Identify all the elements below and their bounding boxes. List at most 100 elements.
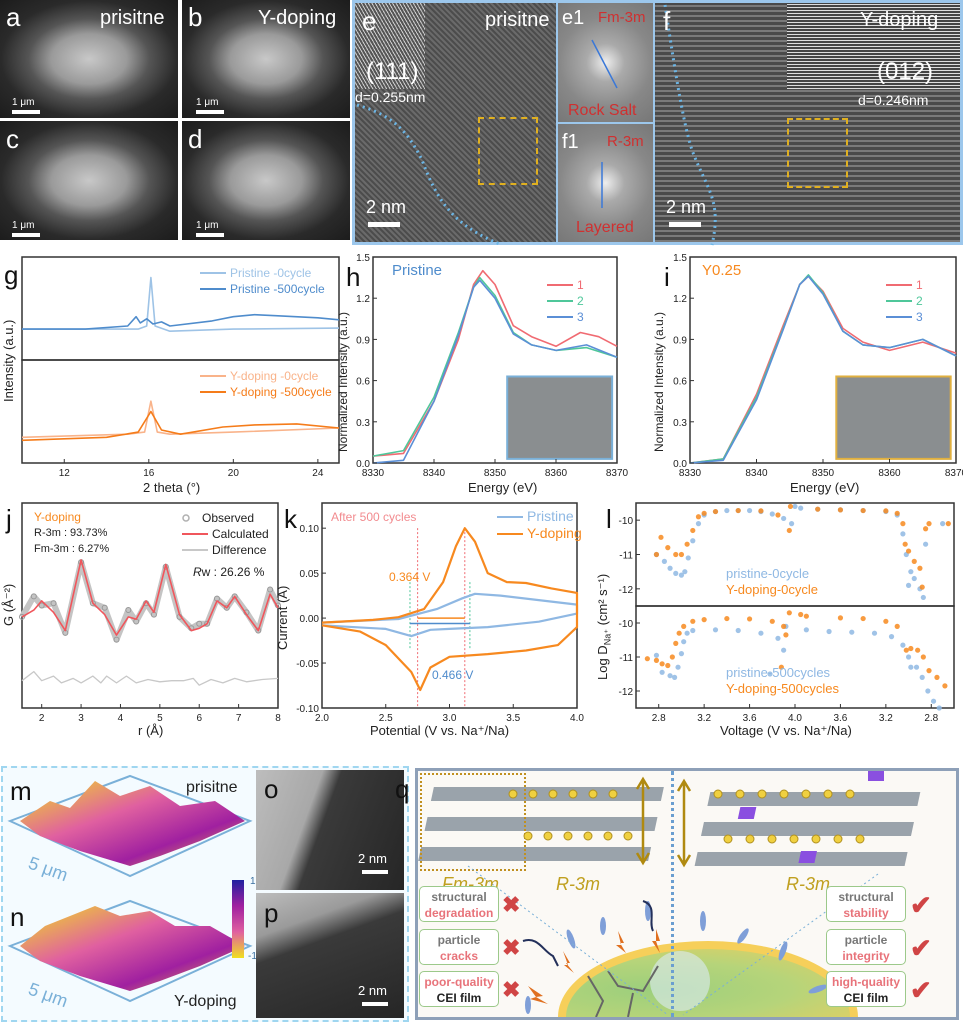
box-bottom: cracks (439, 949, 479, 963)
data-point (673, 640, 679, 646)
series-line (372, 279, 618, 464)
scale-bar (362, 870, 388, 874)
j-sample: Y-doping (34, 510, 81, 524)
dspacing-f: d=0.246nm (858, 92, 929, 108)
y-tick-label: 0.9 (673, 335, 687, 346)
afm-surfaces (7, 774, 253, 1003)
data-point (758, 508, 764, 514)
data-point (690, 527, 696, 534)
i-ylabel: Normalized Intensity (a.u.) (652, 311, 666, 452)
electrolyte-molecules (525, 901, 828, 1014)
data-point (690, 538, 696, 544)
x-tick-label: 2.8 (652, 713, 666, 724)
data-point (926, 521, 932, 527)
data-point (673, 551, 679, 558)
j-rw: Rw : 26.26 % (193, 566, 264, 578)
panel-label-f: f (663, 6, 671, 36)
box-top: particle (844, 933, 888, 947)
sem-image-b (182, 0, 350, 118)
fft-image-f1 (558, 124, 653, 242)
data-point (826, 628, 832, 635)
data-point (675, 664, 681, 670)
phase-f1: R-3m (607, 133, 644, 150)
data-point (913, 664, 920, 670)
scale-bar (196, 233, 224, 237)
data-point (701, 510, 707, 516)
y-tick-label: 1.2 (356, 294, 370, 305)
inset-image (835, 375, 952, 460)
cross-icon: ✖ (502, 935, 521, 960)
x-tick-label: 16 (143, 468, 155, 479)
data-point (653, 551, 660, 558)
data-point (644, 656, 650, 662)
observed-point (223, 604, 230, 611)
legend-label: 3 (577, 310, 584, 324)
x-tick-label: 2.5 (379, 713, 393, 724)
y-tick-label: 0.0 (356, 459, 370, 470)
chart-j: Observed Calculated Difference 2 3 4 5 6 7 8 (19, 502, 281, 724)
observed-point (101, 604, 108, 611)
data-point (746, 507, 753, 514)
fft-arrow-e1 (591, 39, 618, 89)
crack-lines (587, 965, 659, 1017)
data-point (767, 671, 773, 677)
label-f: Y-doping (860, 9, 939, 31)
y-tick-label: -0.05 (296, 659, 319, 670)
check-icon: ✔ (910, 890, 932, 920)
panel-label-k: k (284, 504, 297, 534)
y-tick-label: 0.6 (673, 377, 687, 388)
legend-label: 2 (577, 294, 584, 308)
data-point (860, 615, 866, 622)
y-tick-label: -11 (619, 551, 633, 562)
scale-bar (12, 110, 40, 114)
observed-point (19, 613, 25, 620)
scale-bar (196, 110, 224, 114)
phase-r3m-left: R-3m (556, 874, 600, 894)
observed-point (196, 620, 203, 627)
data-point (815, 506, 821, 512)
zoom-line-left (467, 865, 669, 1016)
legend-label: Difference (212, 543, 267, 557)
q-decor (467, 771, 884, 1017)
x-tick-label: 3.6 (833, 713, 847, 724)
center-divider (671, 771, 674, 1017)
g-xlabel: 2 theta (°) (143, 480, 201, 495)
k-title: After 500 cycles (331, 510, 417, 524)
box-bottom: CEI film (436, 991, 482, 1005)
box-top: poor-quality (424, 975, 494, 989)
magnified-spot (650, 951, 710, 1011)
panel-label-j: j (6, 504, 12, 534)
status-box-poor-cei: poor-quality CEI film (419, 971, 499, 1007)
colorbar (232, 880, 244, 958)
data-point (934, 674, 940, 680)
y-tick-label: -12 (619, 585, 634, 596)
sem-image-c (0, 121, 178, 240)
fft-inset-111 (355, 3, 425, 89)
check-icon: ✔ (910, 975, 932, 1005)
x-tick-label: 8330 (362, 468, 385, 479)
type-e1: Rock Salt (568, 102, 637, 119)
scale-p: 2 nm (358, 983, 387, 998)
x-tick-label: 8330 (679, 468, 702, 479)
cv-curve (321, 592, 579, 638)
data-point (781, 515, 787, 522)
data-point (676, 630, 682, 636)
data-point (883, 508, 889, 514)
y-tick-label: -10 (619, 619, 634, 630)
status-box-particle-cracks: particle cracks (419, 929, 499, 965)
panel-label-f1: f1 (562, 131, 579, 153)
data-point (775, 512, 781, 518)
x-tick-label: 2 (39, 713, 45, 724)
data-point (920, 654, 926, 660)
y-tick-label: 0.3 (673, 418, 687, 429)
data-point (911, 575, 917, 582)
j-rw-value: w : 26.26 % (201, 565, 265, 579)
x-tick-label: 8340 (745, 468, 768, 479)
data-point (665, 662, 671, 669)
data-point (712, 627, 719, 633)
x-tick-label: 8370 (945, 468, 963, 479)
y-tick-label: 0.3 (356, 418, 370, 429)
data-point (775, 635, 781, 641)
l-ylabel-sub: Na⁺ (602, 629, 613, 646)
